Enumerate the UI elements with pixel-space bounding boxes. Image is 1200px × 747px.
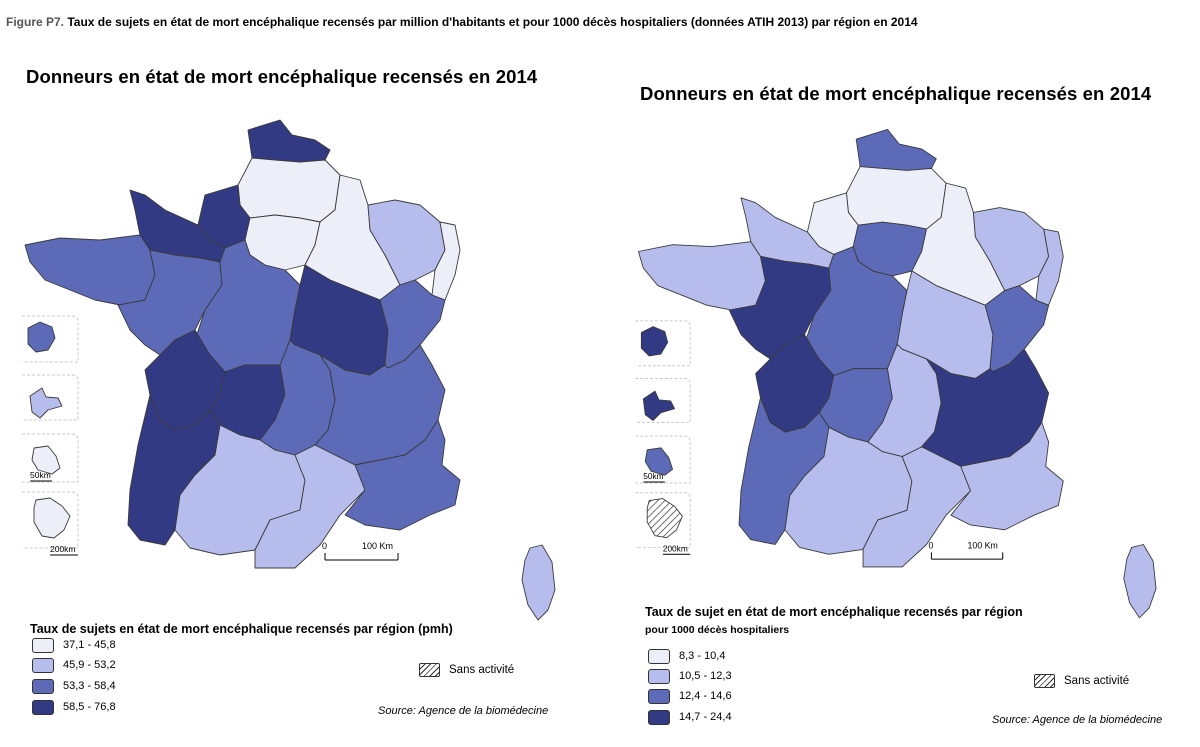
region-picardie[interactable] (846, 166, 947, 230)
dom-guadeloupe[interactable] (27, 321, 56, 353)
dom-reunion[interactable] (31, 445, 61, 475)
region-bretagne[interactable] (24, 234, 156, 306)
choropleth-map-pmh: 50km 200km 0 100 Km (22, 119, 556, 621)
region-paca[interactable] (950, 421, 1064, 531)
legend-swatch (32, 637, 54, 653)
overseas-insets: 50km 200km (22, 315, 79, 556)
region-corse[interactable] (1123, 544, 1157, 619)
legend-sans-activite: Sans activité (1034, 674, 1129, 688)
legend-item-label: 10,5 - 12,3 (679, 670, 732, 682)
scale-bar: 0 100 Km (928, 540, 1004, 560)
dom-scale-large-label: 200km (50, 544, 76, 554)
dom-scale-large-label: 200km (663, 543, 688, 553)
legend-item-class2: 45,9 - 53,2 (32, 656, 116, 674)
map-title-pmh: Donneurs en état de mort encéphalique re… (26, 66, 538, 87)
legend-title-pmh: Taux de sujets en état de mort encéphali… (30, 622, 453, 636)
region-bretagne[interactable] (637, 241, 766, 311)
region-nord-pas-de-calais[interactable] (855, 128, 937, 171)
region-midi-pyrenees[interactable] (174, 424, 306, 556)
figure-label: Figure P7. (6, 15, 65, 29)
region-languedoc-roussillon[interactable] (254, 444, 366, 569)
legend-item-label: 37,1 - 45,8 (63, 639, 116, 651)
region-languedoc-roussillon[interactable] (862, 446, 971, 568)
region-nord-pas-de-calais[interactable] (247, 119, 331, 163)
dom-guyane[interactable] (33, 497, 71, 539)
legend-swatch (648, 668, 670, 684)
region-picardie[interactable] (237, 157, 341, 223)
region-midi-pyrenees[interactable] (784, 426, 913, 555)
legend-item-class3: 12,4 - 14,6 (648, 687, 732, 705)
legend-item-label: 12,4 - 14,6 (679, 690, 732, 702)
figure-caption-text: Taux de sujets en état de mort encéphali… (64, 15, 918, 29)
dom-martinique[interactable] (642, 390, 675, 421)
dom-guyane[interactable] (646, 498, 683, 539)
legend-item-class1: 37,1 - 45,8 (32, 636, 116, 654)
region-paca[interactable] (344, 419, 461, 531)
legend-item-class3: 53,3 - 58,4 (32, 677, 116, 695)
legend-swatch (32, 678, 54, 694)
dom-scale-small-label: 50km (30, 470, 51, 480)
dom-martinique[interactable] (29, 387, 63, 419)
dom-reunion[interactable] (644, 447, 674, 476)
region-corse[interactable] (521, 544, 556, 621)
map-title-deces: Donneurs en état de mort encéphalique re… (640, 83, 1152, 104)
sans-activite-label: Sans activité (1064, 675, 1130, 687)
legend-title-deces: Taux de sujet en état de mort encéphaliq… (645, 605, 1023, 619)
legend-item-class4: 14,7 - 24,4 (648, 708, 732, 726)
legend-item-label: 45,9 - 53,2 (63, 659, 116, 671)
legend-subtitle-deces: pour 1000 décès hospitaliers (645, 624, 790, 636)
legend-item-class4: 58,5 - 76,8 (32, 698, 116, 716)
source-note: Source: Agence de la biomédecine (992, 714, 1163, 726)
scale-distance-label: 100 Km (968, 540, 998, 550)
legend-item-class1: 8,3 - 10,4 (648, 647, 725, 665)
dom-scale-small-label: 50km (643, 471, 663, 481)
legend-item-label: 14,7 - 24,4 (679, 711, 732, 723)
figure-caption: Figure P7. Taux de sujets en état de mor… (6, 15, 918, 29)
legend-item-label: 53,3 - 58,4 (63, 680, 116, 692)
legend-item-class2: 10,5 - 12,3 (648, 667, 732, 685)
overseas-insets: 50km 200km (635, 320, 691, 555)
scale-zero-label: 0 (322, 541, 327, 551)
legend-swatch (648, 688, 670, 704)
dom-guadeloupe[interactable] (640, 326, 669, 357)
sans-activite-label: Sans activité (449, 664, 515, 676)
scale-bar: 0 100 Km (322, 541, 399, 561)
source-note: Source: Agence de la biomédecine (378, 705, 549, 717)
legend-swatch (648, 709, 670, 725)
legend-swatch (32, 657, 54, 673)
choropleth-map-deces: 50km 200km 0 100 Km (635, 128, 1157, 619)
legend-item-label: 58,5 - 76,8 (63, 701, 116, 713)
legend-sans-activite: Sans activité (419, 663, 514, 677)
legend-item-label: 8,3 - 10,4 (679, 650, 726, 662)
hatch-swatch (419, 663, 440, 677)
legend-swatch (648, 648, 670, 664)
hatch-swatch (1034, 674, 1055, 688)
scale-distance-label: 100 Km (362, 541, 393, 551)
legend-swatch (32, 699, 54, 715)
scale-zero-label: 0 (928, 540, 933, 550)
